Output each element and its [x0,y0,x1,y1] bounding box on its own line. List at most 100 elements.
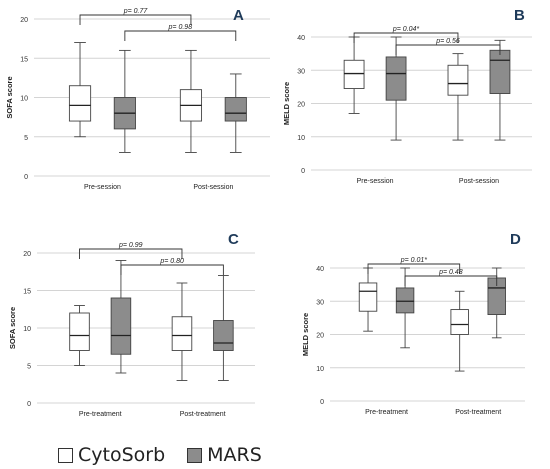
box-cytosorb-post-session [179,49,203,153]
x-tick-label: Pre-session [357,178,394,185]
box-cytosorb-post-treatment [450,290,469,372]
x-tick-label: Post-session [459,178,499,185]
box-iqr [450,309,469,335]
box-cytosorb-pre-treatment [69,305,90,366]
legend-label-mars: MARS [207,444,262,466]
box-iqr [68,85,92,122]
legend-label-cytosorb: CytoSorb [78,444,166,466]
box-iqr [213,320,234,351]
bracket-line [353,32,459,43]
y-axis-label: MELD score [282,82,291,125]
box-mars-post-treatment [487,267,506,339]
box-iqr [171,316,193,351]
p-value-label: p= 0.99 [118,242,143,249]
p-value-label: p= 0.04* [392,26,420,33]
bracket-line [395,44,501,55]
comparison-bracket: p= 0.98 [124,24,237,41]
y-tick-label: 15 [20,56,28,63]
box-mars-post-session [224,73,247,153]
y-tick-label: 20 [297,102,305,109]
chart-panel-a: 0 5 10 15 20 SOFA score A Pre-session Post-sessi… [5,7,270,191]
box-mars-post-treatment [213,275,234,381]
box-mars-pre-treatment [395,267,415,349]
box-iqr [69,312,90,351]
x-tick-label: Pre-session [84,184,121,191]
y-tick-label: 5 [24,135,28,142]
y-tick-label: 30 [297,68,305,75]
x-tick-label: Post-session [193,184,233,191]
box-iqr [489,49,511,94]
p-value-label: p= 0.80 [159,258,184,265]
chart-panel-d: 0 10 20 30 40 MELD score D Pre-treatment Post-tr… [301,231,525,416]
comparison-bracket: p= 0.48 [404,269,498,286]
y-tick-label: 10 [316,366,324,373]
legend-swatch-mars [187,447,203,463]
y-tick-label: 5 [27,364,31,371]
box-mars-post-session [489,39,511,141]
y-axis-label: SOFA score [8,307,17,349]
chart-panel-b: 0 10 20 30 40 MELD score B Pre-session Post-sess… [282,7,532,185]
y-tick-label: 0 [320,399,324,406]
box-cytosorb-pre-session [343,36,365,114]
y-tick-label: 30 [316,299,324,306]
box-iqr [447,64,469,96]
p-value-label: p= 0.56 [435,38,460,45]
comparison-bracket: p= 0.04* [353,26,459,43]
panel-letter: B [514,7,525,24]
figure-legend: CytoSorb MARS [58,444,278,466]
bracket-line [79,14,192,25]
y-tick-label: 40 [316,266,324,273]
box-cytosorb-pre-treatment [358,267,378,332]
box-mars-pre-session [113,49,136,153]
box-iqr [385,56,407,101]
p-value-label: p= 0.98 [168,24,193,31]
p-value-label: p= 0.48 [438,269,463,276]
y-tick-label: 0 [24,174,28,181]
legend-item-cytosorb: CytoSorb [58,444,165,466]
p-value-label: p= 0.01* [400,257,428,264]
panel-letter: A [233,7,244,24]
panel-letter: D [510,231,521,248]
y-axis-label: SOFA score [5,76,14,118]
chart-panel-c: 0 5 10 15 20 SOFA score C Pre-treatment Post-tre… [8,231,255,418]
x-tick-label: Post-treatment [180,411,226,418]
bracket-line [367,263,461,274]
box-mars-pre-treatment [110,260,132,374]
y-tick-label: 10 [20,96,28,103]
comparison-bracket: p= 0.99 [79,242,183,259]
y-tick-label: 40 [297,35,305,42]
x-tick-label: Pre-treatment [365,409,408,416]
box-cytosorb-post-treatment [171,282,193,381]
comparison-bracket: p= 0.80 [120,258,224,275]
comparison-bracket: p= 0.56 [395,38,501,55]
y-tick-label: 10 [297,135,305,142]
y-tick-label: 0 [27,401,31,408]
box-cytosorb-pre-session [68,42,92,138]
x-tick-label: Pre-treatment [79,411,122,418]
y-axis-label: MELD score [301,313,310,356]
y-tick-label: 15 [23,289,31,296]
y-tick-label: 0 [301,168,305,175]
box-cytosorb-post-session [447,53,469,141]
legend-swatch-cytosorb [58,447,73,463]
comparison-bracket: p= 0.01* [367,257,461,274]
y-tick-label: 20 [23,251,31,258]
bracket-line [404,275,498,286]
y-tick-label: 20 [20,17,28,24]
y-tick-label: 10 [23,326,31,333]
legend-item-mars: MARS [187,444,262,466]
y-tick-label: 20 [316,333,324,340]
panel-letter: C [228,231,239,248]
bracket-line [124,30,237,41]
box-iqr [224,97,247,122]
box-iqr [343,59,365,89]
box-iqr [395,287,415,314]
box-iqr [110,297,132,355]
box-iqr [358,282,378,312]
bracket-line [79,248,183,259]
comparison-bracket: p= 0.77 [79,8,192,25]
bracket-line [120,264,224,275]
x-tick-label: Post-treatment [455,409,501,416]
p-value-label: p= 0.77 [123,8,149,15]
